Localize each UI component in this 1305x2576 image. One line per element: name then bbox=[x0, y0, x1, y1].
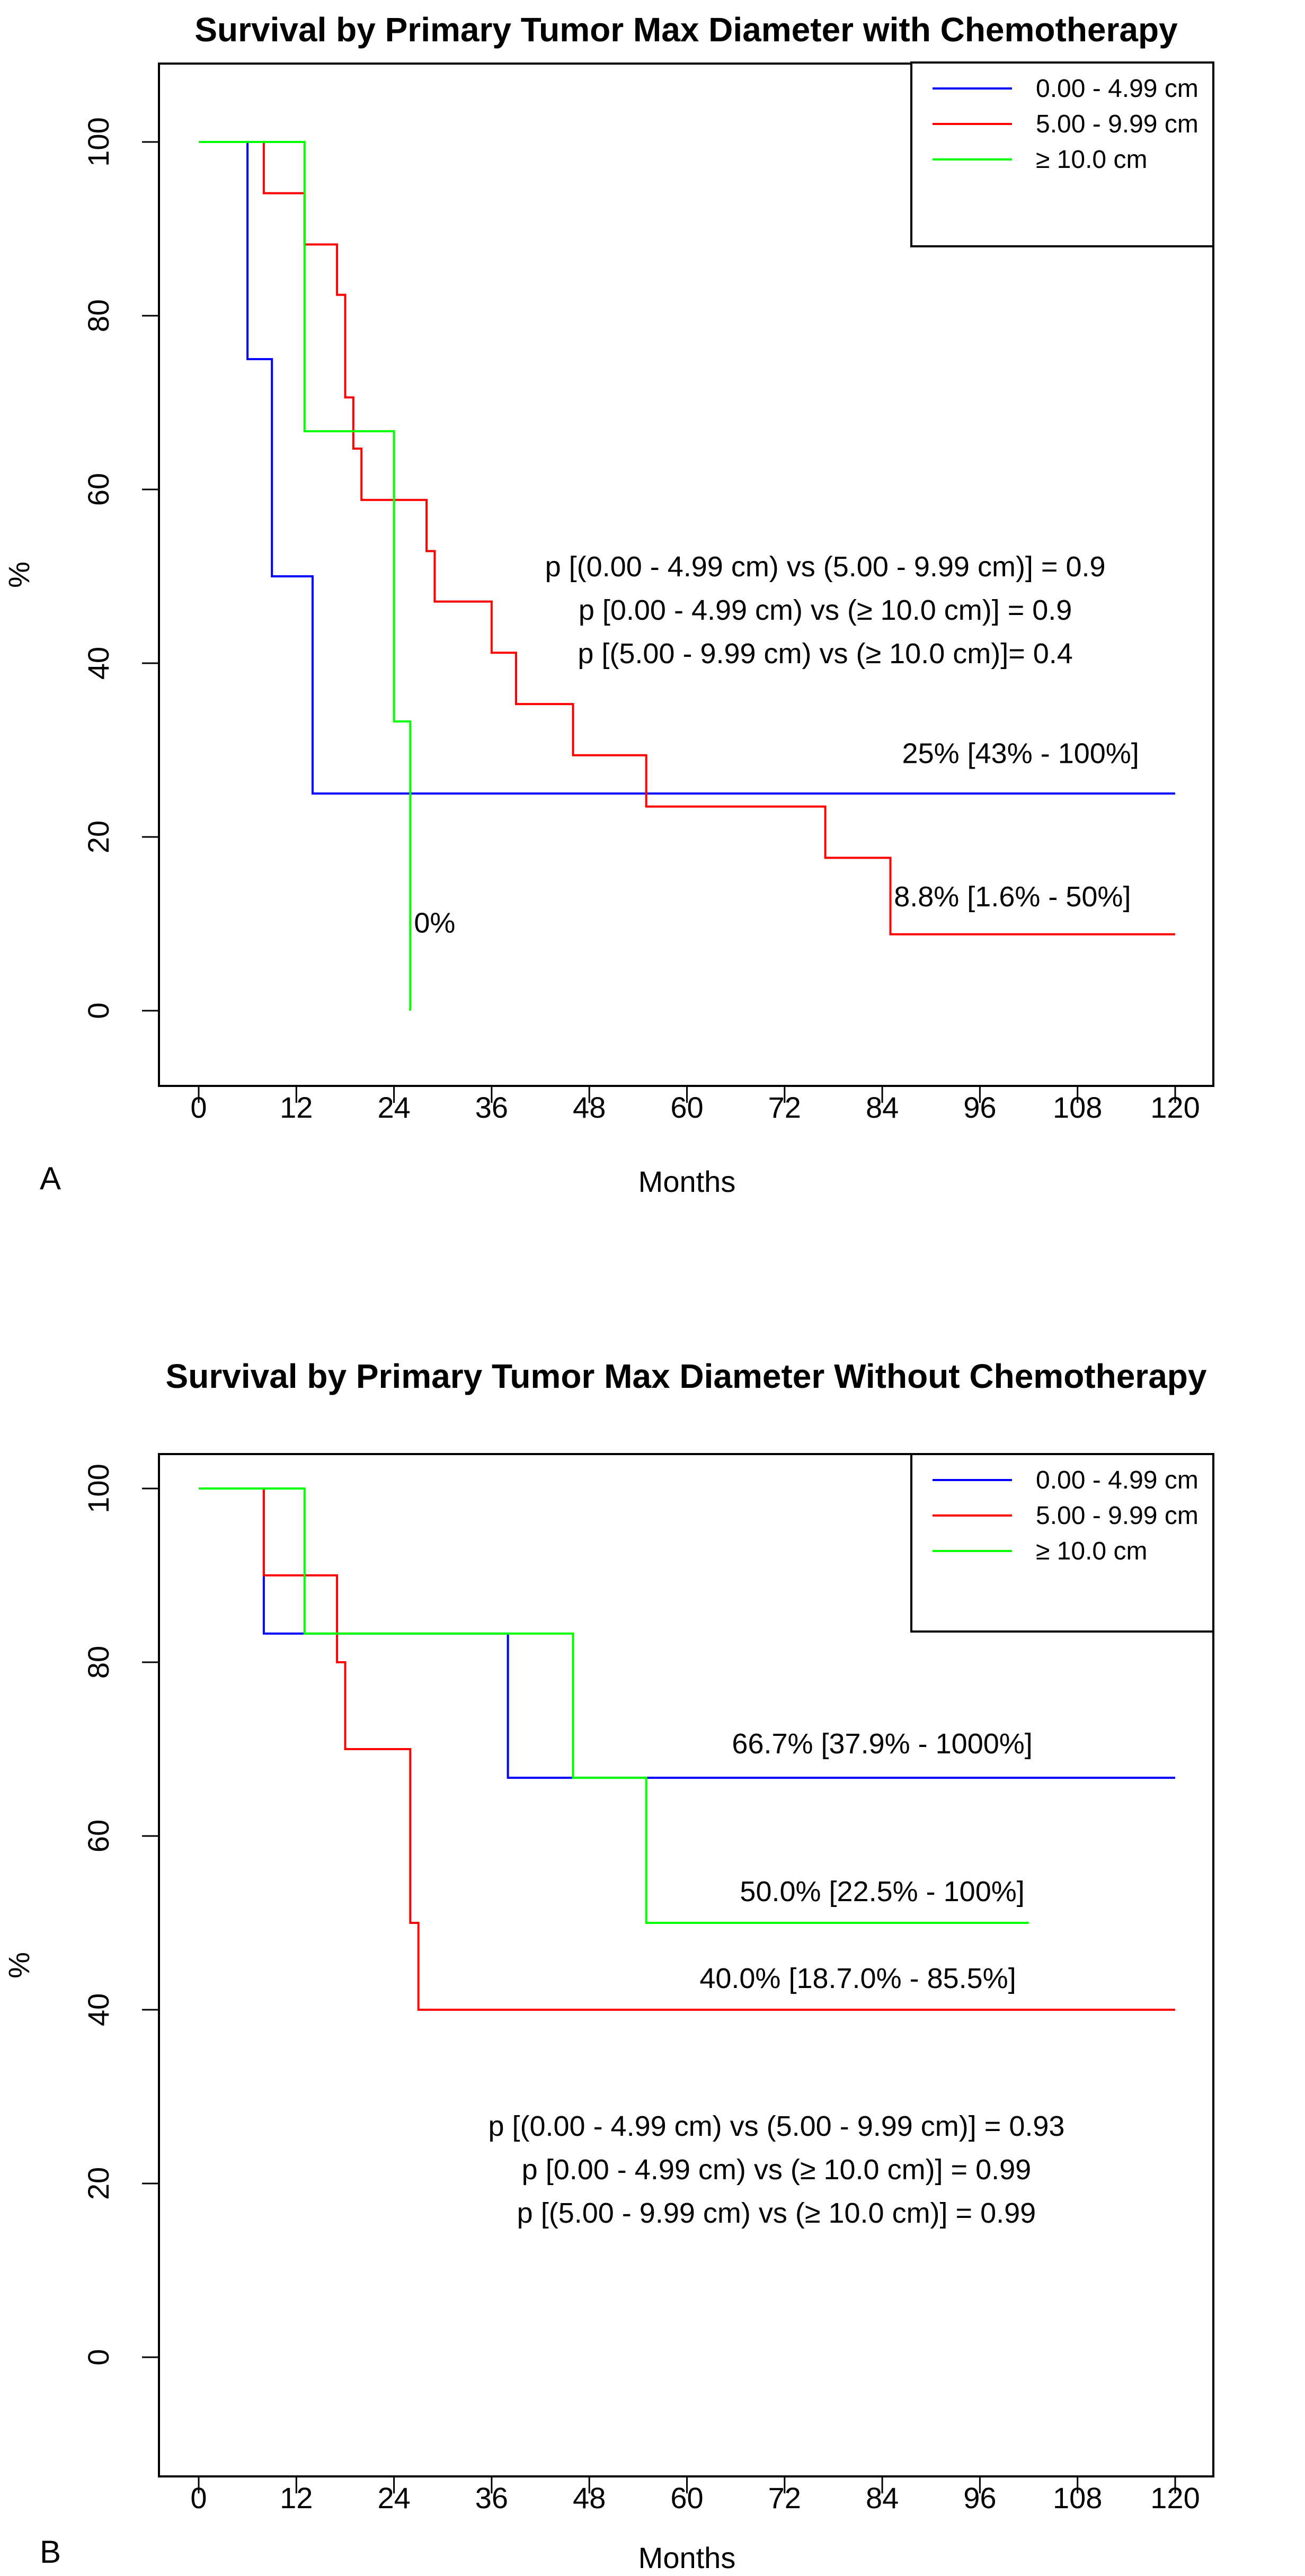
y-tick-label: 40 bbox=[82, 1993, 115, 2026]
legend-label: 0.00 - 4.99 cm bbox=[1036, 75, 1199, 103]
x-tick-label: 12 bbox=[280, 1091, 313, 1124]
x-axis-label: Months bbox=[638, 2541, 736, 2574]
panel-label: A bbox=[40, 1161, 61, 1196]
y-tick-label: 0 bbox=[82, 1002, 115, 1019]
annotation: p [(5.00 - 9.99 cm) vs (≥ 10.0 cm)]= 0.4 bbox=[578, 638, 1072, 670]
x-tick-label: 48 bbox=[573, 2481, 606, 2515]
survival-line-medium bbox=[262, 142, 1175, 935]
legend-label: 0.00 - 4.99 cm bbox=[1036, 1466, 1199, 1494]
survival-line-large bbox=[199, 1487, 1029, 1924]
x-tick-label: 12 bbox=[280, 2481, 313, 2515]
x-tick-label: 108 bbox=[1053, 2481, 1102, 2515]
x-tick-label: 108 bbox=[1053, 1091, 1102, 1124]
annotation: 66.7% [37.9% - 1000%] bbox=[732, 1728, 1032, 1760]
chart-title: Survival by Primary Tumor Max Diameter W… bbox=[166, 1357, 1207, 1395]
y-tick-label: 60 bbox=[82, 473, 115, 506]
legend-box bbox=[910, 1453, 1214, 1633]
annotation: p [0.00 - 4.99 cm) vs (≥ 10.0 cm)] = 0.9… bbox=[522, 2154, 1032, 2186]
x-tick-label: 96 bbox=[963, 1091, 996, 1124]
legend-label: 5.00 - 9.99 cm bbox=[1036, 1502, 1199, 1530]
legend-label: 5.00 - 9.99 cm bbox=[1036, 110, 1199, 138]
x-axis-label: Months bbox=[638, 1165, 736, 1198]
y-tick-label: 20 bbox=[82, 821, 115, 853]
legend-label: ≥ 10.0 cm bbox=[1036, 1537, 1147, 1565]
y-tick-label: 20 bbox=[82, 2167, 115, 2200]
annotation: p [0.00 - 4.99 cm) vs (≥ 10.0 cm)] = 0.9 bbox=[579, 594, 1072, 626]
x-tick-label: 0 bbox=[190, 1091, 207, 1124]
annotation: p [(0.00 - 4.99 cm) vs (5.00 - 9.99 cm)]… bbox=[488, 2110, 1064, 2142]
survival-line-large bbox=[199, 141, 412, 1011]
x-tick-label: 120 bbox=[1150, 1091, 1200, 1124]
annotation: 25% [43% - 100%] bbox=[902, 738, 1139, 770]
y-axis-label: % bbox=[2, 561, 35, 588]
x-tick-label: 24 bbox=[377, 1091, 410, 1124]
x-tick-label: 96 bbox=[963, 2481, 996, 2515]
survival-line-medium bbox=[262, 1488, 1175, 2011]
x-tick-label: 60 bbox=[670, 1091, 703, 1124]
y-tick-label: 80 bbox=[82, 1646, 115, 1679]
annotation: 8.8% [1.6% - 50%] bbox=[894, 881, 1131, 913]
x-tick-label: 48 bbox=[573, 1091, 606, 1124]
y-tick-label: 40 bbox=[82, 647, 115, 680]
x-tick-label: 84 bbox=[866, 2481, 899, 2515]
x-tick-label: 84 bbox=[866, 1091, 899, 1124]
chart-title: Survival by Primary Tumor Max Diameter w… bbox=[194, 11, 1178, 49]
x-tick-label: 60 bbox=[670, 2481, 703, 2515]
survival-line-small bbox=[199, 141, 1175, 795]
x-tick-label: 120 bbox=[1150, 2481, 1200, 2515]
legend-box bbox=[910, 61, 1214, 247]
x-tick-label: 0 bbox=[190, 2481, 207, 2515]
y-tick-label: 100 bbox=[82, 117, 115, 166]
y-axis-label: % bbox=[2, 1952, 35, 1978]
y-tick-label: 0 bbox=[82, 2349, 115, 2365]
annotation: p [(0.00 - 4.99 cm) vs (5.00 - 9.99 cm)]… bbox=[545, 551, 1106, 583]
annotation: p [(5.00 - 9.99 cm) vs (≥ 10.0 cm)] = 0.… bbox=[517, 2197, 1036, 2229]
x-tick-label: 36 bbox=[475, 2481, 508, 2515]
panel-label: B bbox=[40, 2534, 61, 2570]
annotation: 0% bbox=[414, 907, 455, 939]
y-tick-label: 60 bbox=[82, 1820, 115, 1852]
annotation: 40.0% [18.7.0% - 85.5%] bbox=[699, 1963, 1016, 1994]
x-tick-label: 72 bbox=[768, 1091, 801, 1124]
y-tick-label: 100 bbox=[82, 1464, 115, 1513]
x-tick-label: 72 bbox=[768, 2481, 801, 2515]
x-tick-label: 24 bbox=[377, 2481, 410, 2515]
annotation: 50.0% [22.5% - 100%] bbox=[740, 1876, 1024, 1908]
legend-label: ≥ 10.0 cm bbox=[1036, 146, 1147, 174]
x-tick-label: 36 bbox=[475, 1091, 508, 1124]
y-tick-label: 80 bbox=[82, 299, 115, 332]
